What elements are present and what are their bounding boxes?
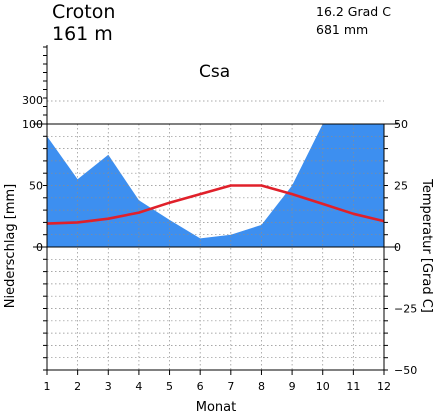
precipitation-layer xyxy=(47,124,384,247)
y-right-tick-label: −25 xyxy=(394,303,417,316)
x-tick-label: 9 xyxy=(289,380,296,393)
y-axis-left-label: Niederschlag [mm] xyxy=(3,184,18,309)
x-tick-label: 5 xyxy=(166,380,173,393)
mean-temperature: 16.2 Grad C xyxy=(316,4,391,19)
y-right-tick-label: 0 xyxy=(394,241,401,254)
x-tick-label: 4 xyxy=(135,380,142,393)
y-left-tick-label: 0 xyxy=(36,241,43,254)
y-left-tick-label: 100 xyxy=(22,118,43,131)
station-elevation: 161 m xyxy=(52,23,113,45)
climate-classification: Csa xyxy=(199,62,230,82)
temperature-layer xyxy=(46,184,385,225)
x-tick-label: 3 xyxy=(105,380,112,393)
x-tick-label: 6 xyxy=(197,380,204,393)
x-tick-label: 1 xyxy=(44,380,51,393)
y-right-tick-label: 25 xyxy=(394,180,408,193)
y-left-tick-label: 300 xyxy=(22,94,43,107)
x-tick-label: 11 xyxy=(346,380,360,393)
precipitation-area xyxy=(47,124,384,247)
x-tick-label: 8 xyxy=(258,380,265,393)
y-axis-right-label: Temperatur [Grad C] xyxy=(419,178,434,313)
temperature-line xyxy=(46,184,385,225)
x-tick-label: 7 xyxy=(227,380,234,393)
x-axis-label: Monat xyxy=(196,400,236,415)
x-tick-label: 2 xyxy=(74,380,81,393)
x-tick-label: 10 xyxy=(316,380,330,393)
axes xyxy=(33,45,398,375)
x-tick-label: 12 xyxy=(377,380,391,393)
annual-precipitation: 681 mm xyxy=(316,22,368,37)
y-left-tick-label: 50 xyxy=(29,180,43,193)
y-right-tick-label: −50 xyxy=(394,364,417,377)
station-name: Croton xyxy=(52,1,115,23)
y-right-tick-label: 50 xyxy=(394,118,408,131)
